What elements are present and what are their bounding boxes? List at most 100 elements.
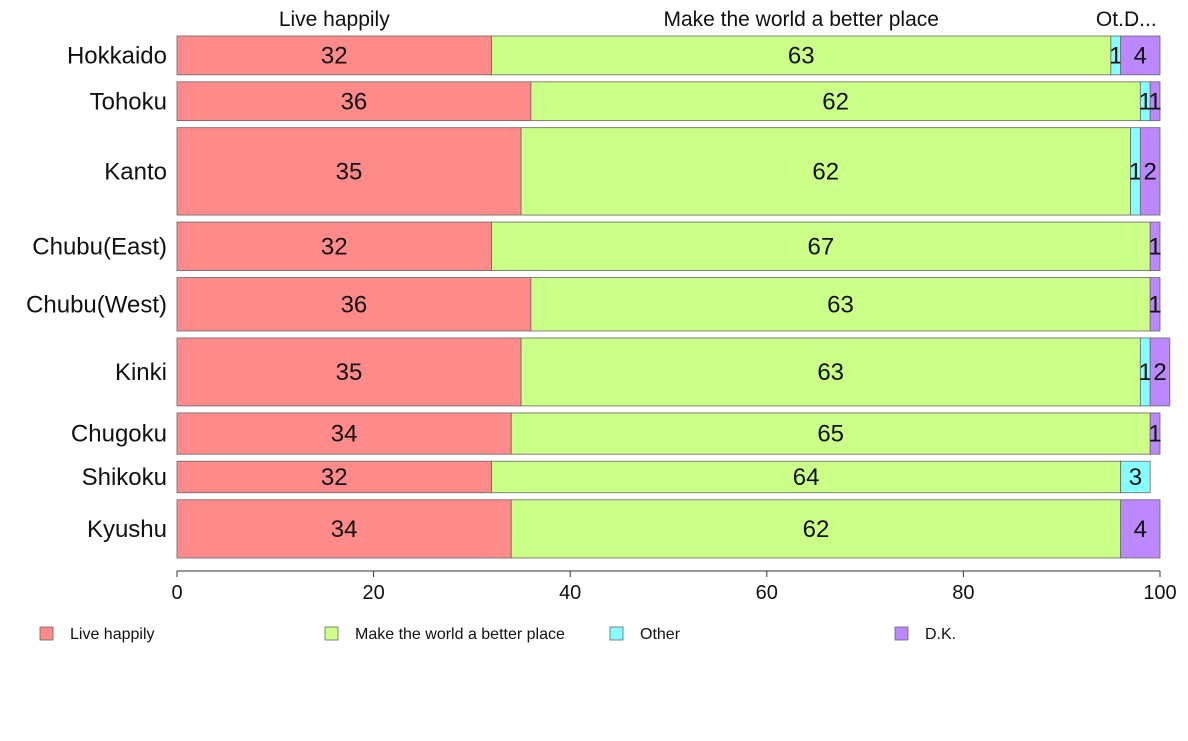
- bar-segment-d-k: [1120, 35, 1161, 76]
- legend-item-d-k: D.K.: [894, 626, 956, 643]
- bar-row-kyushu: 34 62 4: [176, 499, 1161, 559]
- bar-segment-live-happily: [176, 499, 512, 559]
- data-label: 36: [341, 291, 368, 318]
- bar-segment-make-the-world-a-better-place: [510, 499, 1122, 559]
- bar-row-hokkaido: 32 63 1 4: [176, 35, 1161, 76]
- data-label: 34: [331, 421, 358, 448]
- x-tick-label: 0: [171, 582, 182, 604]
- bar-segment-live-happily: [176, 412, 512, 455]
- bar-segment-other: [1120, 460, 1151, 494]
- legend: Live happily Make the world a better plac…: [39, 626, 956, 643]
- bar-segment-make-the-world-a-better-place: [520, 337, 1141, 407]
- bar-row-kanto: 35 62 1 2: [176, 127, 1161, 216]
- bar-segment-make-the-world-a-better-place: [530, 81, 1141, 122]
- x-tick-label: 20: [362, 582, 384, 604]
- bar-row-tohoku: 36 62 11: [176, 81, 1162, 122]
- x-tick-label: 100: [1143, 582, 1176, 604]
- bar-segment-live-happily: [176, 221, 492, 271]
- legend-label: Live happily: [70, 626, 155, 643]
- top-segment-label: Ot...: [1096, 8, 1136, 31]
- data-label: 63: [788, 42, 815, 69]
- category-label: Chubu(East): [32, 233, 167, 260]
- bar-segment-live-happily: [176, 81, 532, 122]
- data-label: 2: [1143, 158, 1156, 185]
- data-label: 1: [1148, 233, 1161, 260]
- data-label: 35: [336, 158, 363, 185]
- category-label: Kyushu: [87, 516, 167, 543]
- data-label: 1: [1139, 88, 1152, 115]
- x-tick-label: 80: [952, 582, 974, 604]
- bar-row-kinki: 35 63 1 2: [176, 337, 1171, 407]
- category-label: Chubu(West): [26, 291, 167, 318]
- bar-row-chugoku: 34 65 1: [176, 412, 1162, 455]
- legend-label: Make the world a better place: [355, 626, 565, 643]
- bar-segment-make-the-world-a-better-place: [530, 277, 1151, 332]
- top-segment-label: Make the world a better place: [663, 8, 938, 31]
- data-label: 1: [1109, 42, 1122, 69]
- legend-label: D.K.: [925, 626, 956, 643]
- data-label: 4: [1134, 516, 1147, 543]
- top-segment-labels: Live happily Make the world a better plac…: [279, 8, 1157, 31]
- legend-label: Other: [640, 626, 681, 643]
- bar-segment-make-the-world-a-better-place: [520, 127, 1131, 216]
- data-label: 65: [817, 421, 844, 448]
- data-label: 35: [336, 359, 363, 386]
- bar-segment-make-the-world-a-better-place: [491, 221, 1151, 271]
- bar-segment-live-happily: [176, 127, 522, 216]
- bar-segment-d-k: [1139, 127, 1161, 216]
- legend-item-make-the-world-a-better-place: Make the world a better place: [324, 626, 565, 643]
- x-tick-label: 60: [756, 582, 778, 604]
- legend-item-other: Other: [609, 626, 681, 643]
- bar-segment-make-the-world-a-better-place: [491, 35, 1112, 76]
- bar-segment-live-happily: [176, 277, 532, 332]
- x-axis: 0 20 40 60 80 100: [171, 570, 1177, 604]
- data-label: 62: [822, 88, 849, 115]
- data-label: 32: [321, 42, 348, 69]
- legend-swatch: [609, 626, 624, 641]
- bar-segment-make-the-world-a-better-place: [510, 412, 1151, 455]
- bar-row-shikoku: 32 64 3: [176, 460, 1151, 494]
- bar-segment-live-happily: [176, 460, 492, 494]
- bar-segment-d-k: [1149, 221, 1161, 271]
- bar-row-chubu-west: 36 63 1: [176, 277, 1162, 332]
- bar-segment-d-k: [1149, 412, 1161, 455]
- bar-segment-d-k: [1149, 81, 1161, 122]
- category-label: Kanto: [104, 158, 167, 185]
- data-label: 3: [1129, 464, 1142, 491]
- data-label: 1: [1148, 291, 1161, 318]
- bar-segment-live-happily: [176, 337, 522, 407]
- bar-segment-d-k: [1120, 499, 1161, 559]
- x-tick-label: 40: [559, 582, 581, 604]
- category-labels: Hokkaido Tohoku Kanto Chubu(East) Chubu(West…: [26, 42, 167, 542]
- legend-swatch: [894, 626, 909, 641]
- data-label: 63: [817, 359, 844, 386]
- top-segment-label: Live happily: [279, 8, 390, 31]
- legend-swatch: [39, 626, 54, 641]
- category-label: Chugoku: [71, 421, 167, 448]
- data-label: 62: [812, 158, 839, 185]
- data-label: 2: [1153, 359, 1166, 386]
- data-label: 67: [808, 233, 835, 260]
- data-label: 1: [1139, 359, 1152, 386]
- data-label: 32: [321, 464, 348, 491]
- bar-segment-d-k: [1149, 277, 1161, 332]
- data-label: 1: [1148, 421, 1161, 448]
- data-label: 34: [331, 516, 358, 543]
- data-label: 36: [341, 88, 368, 115]
- data-label: 62: [803, 516, 830, 543]
- legend-item-live-happily: Live happily: [39, 626, 155, 643]
- data-label: 32: [321, 233, 348, 260]
- data-label: 63: [827, 291, 854, 318]
- data-label: 1: [1148, 88, 1161, 115]
- data-label: 4: [1134, 42, 1147, 69]
- top-segment-label: D...: [1124, 8, 1157, 31]
- data-label: 64: [793, 464, 820, 491]
- category-label: Kinki: [115, 359, 167, 386]
- legend-swatch: [324, 626, 339, 641]
- category-label: Hokkaido: [67, 42, 167, 69]
- bar-segment-d-k: [1149, 337, 1171, 407]
- bar-row-chubu-east: 32 67 1: [176, 221, 1162, 271]
